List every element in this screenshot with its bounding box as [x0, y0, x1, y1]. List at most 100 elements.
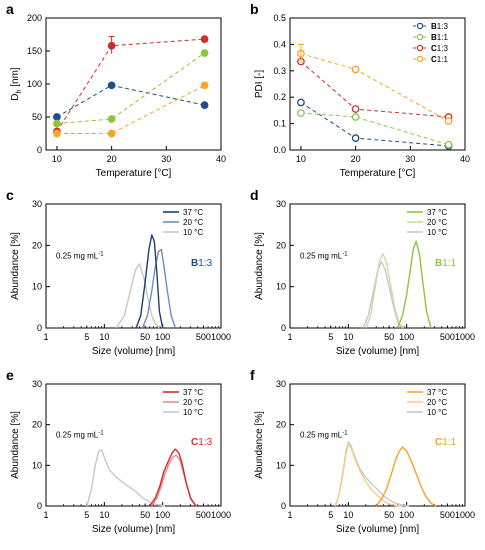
x-axis-label: Size (volume) [nm]	[336, 524, 420, 535]
series-line-C13_20	[151, 454, 198, 507]
series-line-B11_37	[396, 240, 432, 329]
x-minor-tick-label: 5	[84, 332, 89, 342]
y-axis-label: Abundance [%]	[254, 411, 265, 479]
x-tick-label: 1	[287, 332, 292, 342]
x-tick-label: 10	[99, 332, 109, 342]
panel-letter: f	[250, 367, 255, 383]
y-tick-label: 10	[276, 460, 286, 470]
legend-label-bold: B	[431, 22, 437, 31]
x-tick-label: 10	[296, 154, 306, 164]
series-line-B11_10	[362, 261, 403, 329]
concentration-value: 0.25 mg mL	[300, 252, 343, 261]
legend-label: 37 °C	[427, 388, 447, 397]
legend-label: 20 °C	[427, 398, 447, 407]
data-point-B13	[107, 81, 116, 90]
data-point-C13	[200, 35, 209, 43]
series-line-C13_10	[86, 449, 166, 507]
x-tick-label: 10	[99, 510, 109, 520]
x-minor-tick-label: 500	[196, 332, 211, 342]
data-point-C11	[444, 117, 453, 125]
sample-label-bold: C	[191, 437, 198, 448]
data-point-C11	[200, 81, 209, 90]
panel-f: f 0 10 20 30 1 10 100 1000 5 50 500 Size (volume) [n…	[250, 367, 475, 535]
y-tick-label: 10	[32, 282, 42, 292]
legend-label: 20 °C	[183, 218, 203, 227]
legend-marker	[416, 33, 424, 41]
series-line-C11_20	[334, 444, 403, 507]
y-tick-label: 20	[32, 240, 42, 250]
concentration-exponent: -1	[98, 431, 104, 437]
x-tick-label: 100	[399, 332, 414, 342]
y-tick-label: 30	[32, 199, 42, 209]
y-tick-label: 0	[281, 323, 286, 333]
y-tick-label: 20	[32, 420, 42, 430]
plot-frame	[289, 17, 466, 151]
panel-letter: a	[6, 1, 14, 17]
x-tick-label: 20	[107, 154, 117, 164]
x-tick-label: 40	[460, 154, 470, 164]
y-axis-label-main: D	[10, 93, 21, 100]
concentration-note: 0.25 mg mL-1	[56, 252, 104, 261]
legend-label: B1:3	[431, 22, 448, 31]
panel-letter: b	[250, 1, 259, 17]
x-minor-tick-label: 500	[440, 332, 455, 342]
legend-label: 37 °C	[427, 208, 447, 217]
y-tick-label: 10	[32, 460, 42, 470]
y-tick-label: 100	[27, 79, 42, 89]
plot-frame	[45, 203, 222, 329]
legend-label-rest: 1:1	[437, 55, 449, 64]
data-point-B11	[351, 113, 360, 121]
data-point-B11	[200, 49, 209, 57]
x-axis-label: Size (volume) [nm]	[92, 524, 176, 535]
legend-label: 10 °C	[183, 228, 203, 237]
concentration-exponent: -1	[98, 252, 104, 258]
y-tick-label: 0.0	[273, 145, 286, 155]
legend-label-bold: C	[431, 55, 437, 64]
concentration-value: 0.25 mg mL	[300, 431, 343, 440]
y-tick-label: 0.1	[273, 119, 286, 129]
legend-label: C1:1	[431, 55, 448, 64]
panel-b: b 0.0 0.1 0.2 0.3 0.4 0.5 10 20 30 40 Temperature […	[250, 1, 470, 179]
x-tick-label: 1	[43, 510, 48, 520]
sample-label-bold: C	[435, 437, 442, 448]
y-tick-label: 30	[276, 199, 286, 209]
x-minor-tick-label: 500	[196, 510, 211, 520]
y-tick-label: 0	[37, 323, 42, 333]
y-axis-label: Dh [nm]	[10, 67, 23, 101]
x-minor-tick-label: 50	[384, 510, 394, 520]
y-tick-label: 30	[276, 379, 286, 389]
legend-marker	[416, 22, 424, 30]
legend-label: C1:3	[431, 44, 448, 53]
legend-label-rest: 1:3	[437, 44, 449, 53]
panel-letter: e	[6, 367, 14, 383]
legend-label-rest: 1:3	[437, 22, 449, 31]
legend-label: 10 °C	[427, 408, 447, 417]
data-point-B13	[53, 113, 61, 121]
concentration-value: 0.25 mg mL	[56, 252, 99, 261]
panel-e: e 0 10 20 30 1 10 100 1000 5 50 500 Size (volume) [n…	[6, 367, 231, 535]
legend-marker	[416, 44, 424, 52]
concentration-value: 0.25 mg mL	[56, 431, 99, 440]
data-point-B13	[297, 98, 305, 107]
series-line-C13_37	[149, 448, 197, 507]
x-tick-label: 1	[43, 332, 48, 342]
y-tick-label: 0	[37, 145, 42, 155]
legend-label: 37 °C	[183, 208, 203, 217]
series-line-B13_20	[141, 248, 177, 329]
y-tick-label: 0	[281, 501, 286, 511]
x-tick-label: 1000	[211, 332, 231, 342]
x-tick-label: 1000	[211, 510, 231, 520]
y-axis-label-main: Abundance [%]	[254, 232, 265, 300]
x-tick-label: 1000	[455, 510, 475, 520]
x-tick-label: 10	[343, 332, 353, 342]
data-point-C13	[351, 105, 360, 113]
sample-label-bold: B	[191, 258, 198, 269]
panel-letter: c	[6, 187, 14, 203]
panel-a: a 0 50 100 150 200 10 20 30 40 Temperature [°C] Dh …	[6, 1, 226, 179]
data-point-B11	[297, 109, 305, 117]
legend-label-rest: 1:1	[437, 33, 449, 42]
legend-label: 20 °C	[427, 218, 447, 227]
sample-label: B1:3	[191, 258, 213, 269]
legend-label-bold: B	[431, 33, 437, 42]
